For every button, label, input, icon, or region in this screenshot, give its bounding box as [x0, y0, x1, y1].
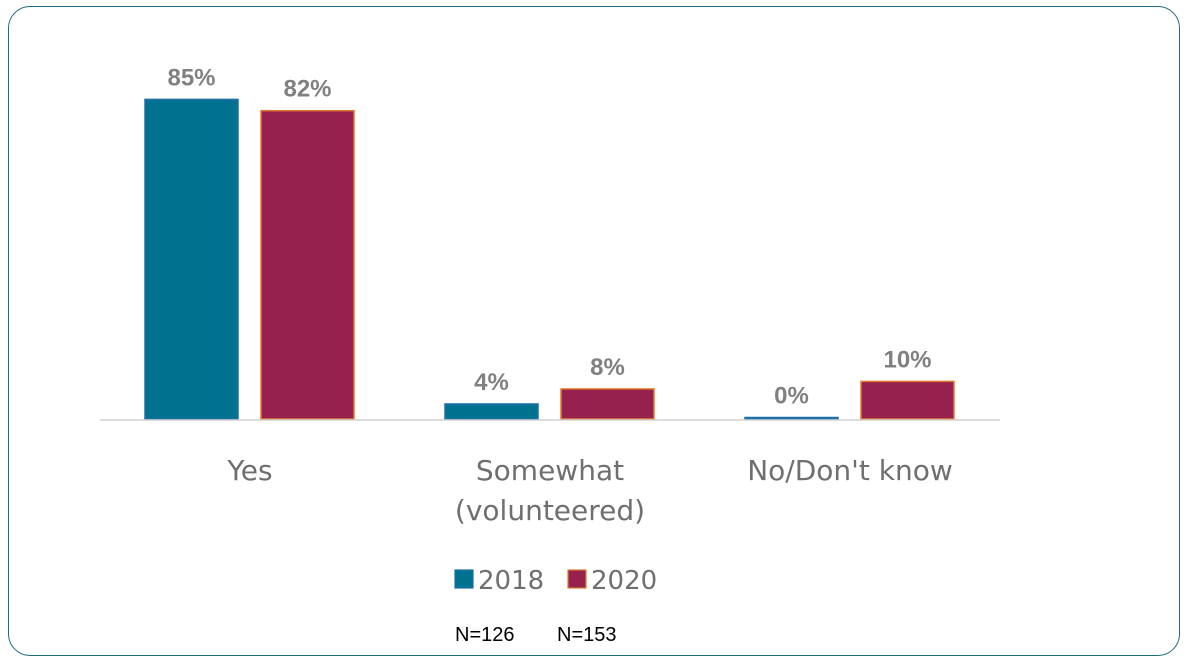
- data-label-2018-1: 4%: [474, 369, 509, 396]
- data-labels-layer: 85% 82% 4% 8% 0% 10%: [167, 64, 931, 409]
- sample-size-0: N=126: [455, 624, 515, 646]
- bar-2020-1: [560, 388, 655, 420]
- sample-size-notes: N=126 N=153: [455, 624, 617, 646]
- legend: 2018 2020: [454, 566, 657, 596]
- bar-2018-0: [144, 98, 239, 420]
- bar-2018-1: [444, 403, 539, 420]
- bar-2020-2: [860, 380, 955, 420]
- category-label-1-line0: Somewhat: [476, 454, 624, 487]
- category-label-2: No/Don't know: [747, 454, 953, 487]
- data-label-2018-0: 85%: [167, 64, 215, 91]
- bars-layer: [144, 98, 955, 420]
- legend-label-2018: 2018: [478, 566, 544, 596]
- legend-swatch-2018: [454, 569, 474, 589]
- bar-2020-0: [260, 109, 355, 420]
- legend-label-2020: 2020: [591, 566, 657, 596]
- sample-size-1: N=153: [557, 624, 617, 646]
- legend-swatch-2020: [567, 569, 587, 589]
- bar-2018-2: [744, 416, 839, 420]
- data-label-2020-2: 10%: [883, 346, 931, 373]
- category-label-1-line1: (volunteered): [455, 494, 645, 527]
- data-label-2018-2: 0%: [774, 383, 809, 410]
- category-labels-layer: Yes Somewhat (volunteered) No/Don't know: [226, 454, 952, 527]
- data-label-2020-1: 8%: [590, 354, 625, 381]
- category-label-0: Yes: [226, 454, 272, 487]
- data-label-2020-0: 82%: [283, 76, 331, 103]
